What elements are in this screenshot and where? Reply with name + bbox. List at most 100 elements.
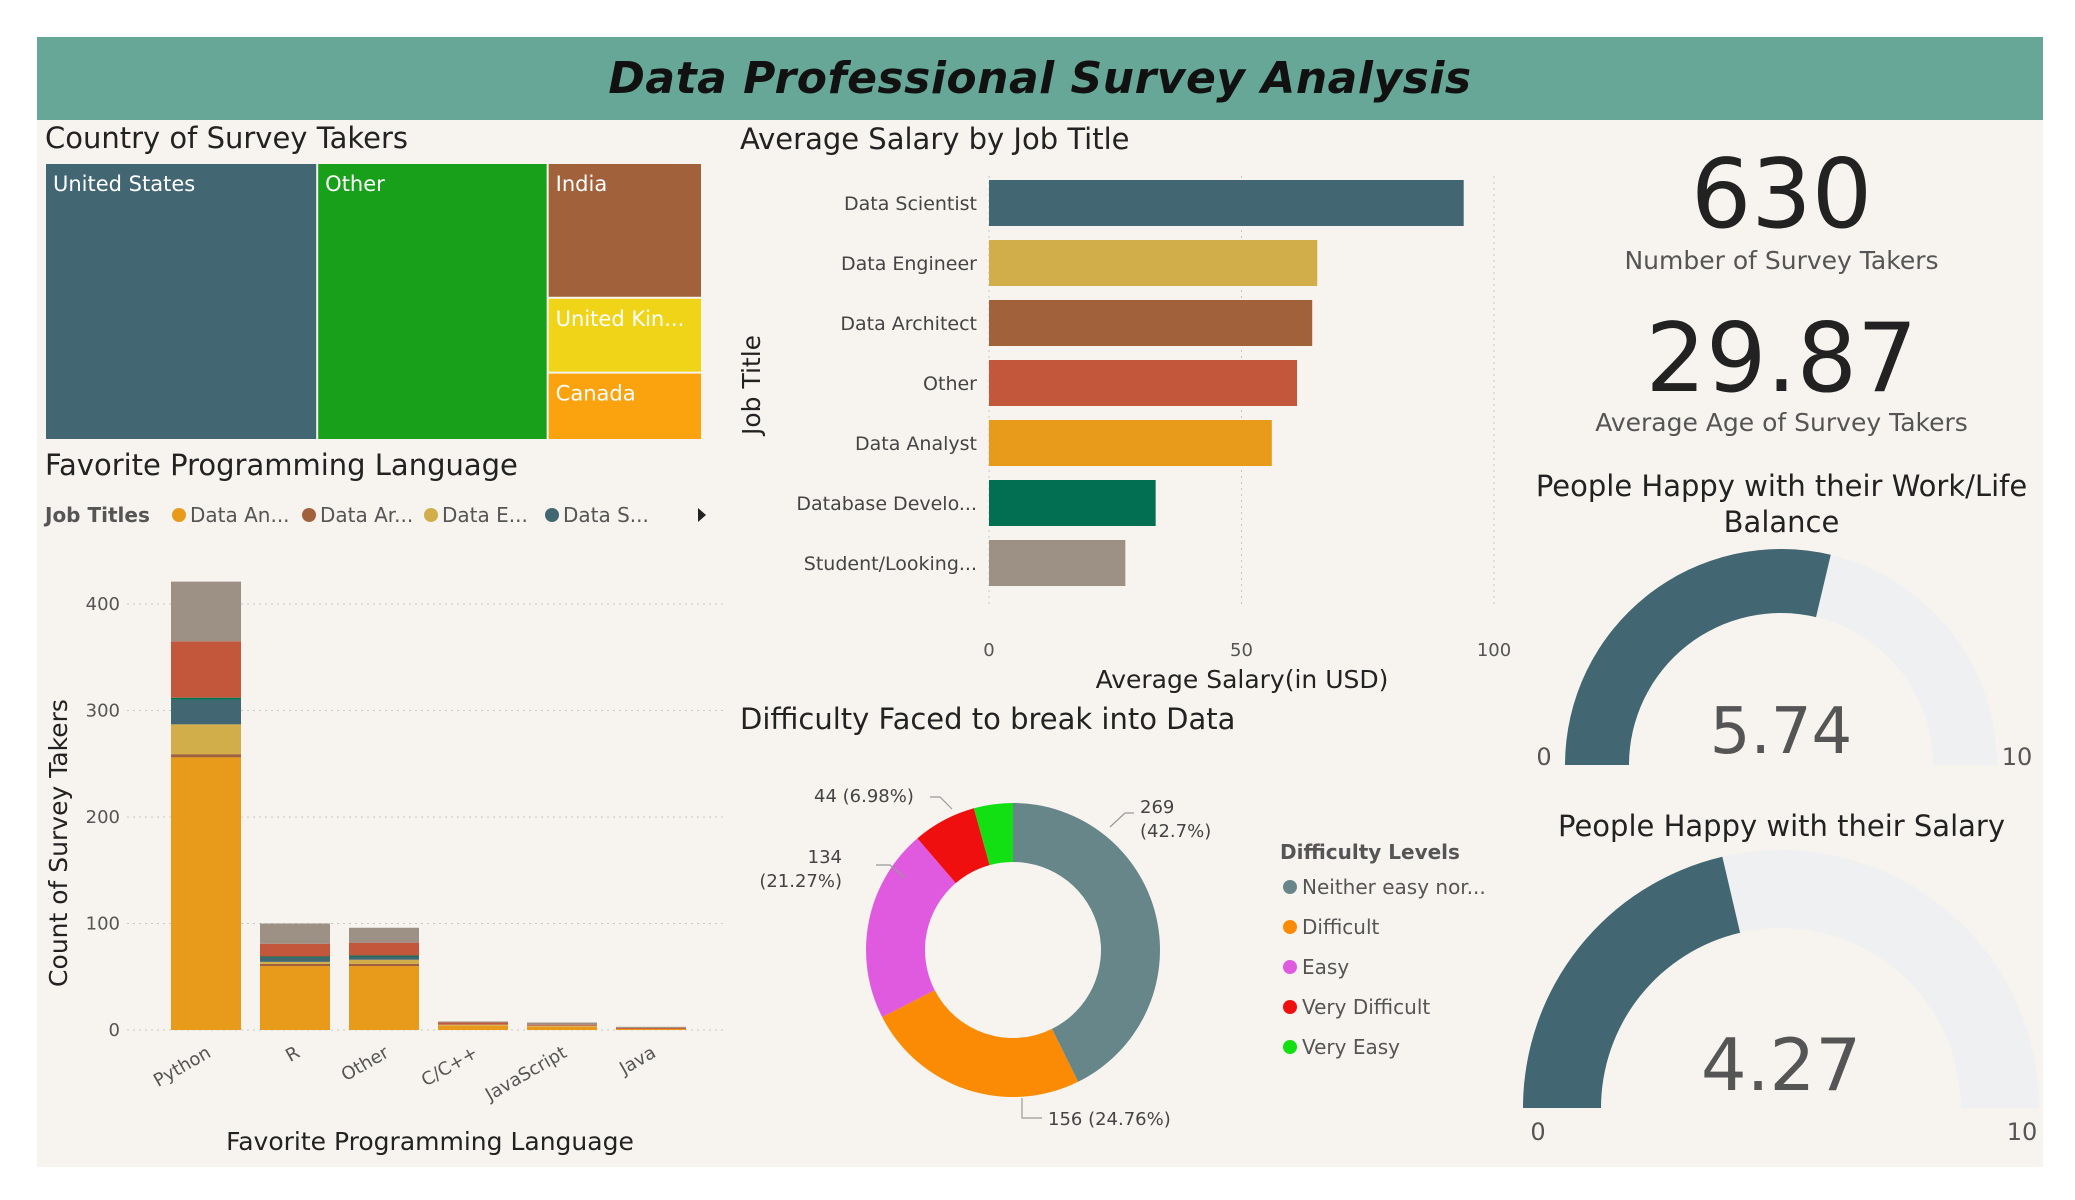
salary-gauge-min-label: 0 [1530, 1118, 1545, 1146]
donut-data-label: 156 (24.76%) [1048, 1109, 1171, 1130]
difficulty-legend-title: Difficulty Levels [1280, 840, 1460, 864]
salary-bar-data-analyst [989, 420, 1272, 466]
donut-data-label: 44 (6.98%) [814, 786, 914, 807]
language-legend-swatch-3 [424, 508, 438, 522]
donut-data-label: 269 [1140, 797, 1174, 818]
salary-x-tick: 100 [1477, 640, 1511, 661]
salary-category-label: Student/Looking... [804, 553, 977, 575]
kpi-survey-takers-label: Number of Survey Takers [1624, 246, 1939, 275]
language-bar-segment-other [349, 963, 419, 967]
language-x-tick: Python [150, 1042, 215, 1091]
language-bar-segment-javascript [527, 1025, 597, 1027]
language-bar-segment-other [349, 966, 419, 1030]
kpi-survey-takers-value: 630 [1690, 140, 1873, 250]
language-y-tick: 200 [86, 807, 120, 828]
language-bar-segment-python [171, 754, 241, 758]
language-x-tick: JavaScript [481, 1042, 571, 1106]
difficulty-legend-swatch-very-easy [1283, 1040, 1297, 1054]
salary-bar-other [989, 360, 1298, 406]
difficulty-legend-swatch-difficult [1283, 920, 1297, 934]
language-y-tick: 100 [86, 914, 120, 935]
language-x-tick: Java [615, 1042, 659, 1080]
language-bar-segment-python [171, 697, 241, 700]
worklife-gauge-min-label: 0 [1536, 743, 1551, 771]
donut-slice-neither-easy-nor [1013, 803, 1160, 1082]
salary-bar-data-architect [989, 300, 1313, 346]
language-bar-segment-java [616, 1028, 686, 1030]
language-bar-segment-javascript [527, 1024, 597, 1026]
difficulty-donut-chart: 269 (42.7%) 156 (24.76%) 134 (21.27%) 44 (6.9… [759, 786, 1485, 1130]
language-y-axis-label: Count of Survey Takers [44, 699, 73, 987]
language-bar-segment-python [171, 757, 241, 1030]
language-x-tick: C/C++ [418, 1042, 482, 1091]
salary-bar-chart: 0 50 100 Data Scientist Data Engineer Data Ar… [737, 176, 1511, 694]
salary-category-label: Database Develo... [796, 493, 977, 515]
donut-leader-line [1109, 812, 1134, 828]
language-legend-title: Job Titles [43, 503, 150, 527]
salary-x-tick: 0 [983, 640, 994, 661]
treemap-label-other: Other [325, 172, 385, 196]
salary-category-label: Data Scientist [844, 193, 977, 215]
language-legend-label-3: Data E... [442, 503, 528, 527]
language-bar-segment-c-c [438, 1024, 508, 1026]
language-bar-segment-other [349, 955, 419, 957]
legend-scroll-arrow-icon [698, 508, 706, 522]
language-bar-segment-r [260, 956, 330, 958]
treemap-tile-canada [548, 373, 701, 439]
language-bar-segment-other [349, 956, 419, 960]
treemap-label-united-kin: United Kin... [556, 307, 685, 331]
language-bar-segment-python [171, 724, 241, 755]
treemap-tile-united-kin [548, 298, 701, 372]
language-bar-segment-javascript [527, 1026, 597, 1030]
language-bar-segment-c-c [438, 1021, 508, 1023]
dashboard-title: Data Professional Survey Analysis [608, 53, 1472, 104]
language-stacked-bar-chart: Job Titles Data An... Data Ar... Data E... D… [43, 503, 727, 1156]
language-bar-segment-python [171, 581, 241, 642]
language-legend-swatch-1 [172, 508, 186, 522]
treemap-tile-other [318, 164, 547, 439]
difficulty-legend-swatch-easy [1283, 960, 1297, 974]
treemap-label-india: India [556, 172, 608, 196]
donut-slice-difficult [882, 990, 1079, 1097]
language-bar-segment-c-c [438, 1025, 508, 1030]
dashboard-header: Data Professional Survey Analysis [37, 37, 2043, 120]
salary-category-label: Data Engineer [841, 253, 977, 275]
language-legend-label-2: Data Ar... [320, 503, 413, 527]
salary-bar-data-scientist [989, 180, 1464, 226]
donut-data-label: (21.27%) [759, 871, 842, 892]
donut-data-label: (42.7%) [1140, 821, 1211, 842]
difficulty-legend-label-very-difficult: Very Difficult [1302, 995, 1430, 1019]
difficulty-legend-label-difficult: Difficult [1302, 915, 1380, 939]
language-bar-segment-javascript [527, 1022, 597, 1025]
language-bar-segment-python [171, 641, 241, 698]
country-treemap: United States Other India United Kin... Cana… [46, 164, 701, 439]
difficulty-legend-label-easy: Easy [1302, 955, 1349, 979]
difficulty-legend-label-very-easy: Very Easy [1302, 1035, 1400, 1059]
salary-x-tick: 50 [1230, 640, 1253, 661]
language-legend-label-1: Data An... [190, 503, 290, 527]
treemap-label-united-states: United States [53, 172, 195, 196]
kpi-average-age-label: Average Age of Survey Takers [1595, 408, 1968, 437]
language-legend-swatch-2 [302, 508, 316, 522]
worklife-gauge-max-label: 10 [2002, 743, 2033, 771]
language-chart-title: Favorite Programming Language [45, 448, 518, 482]
donut-slice-very-difficult [917, 808, 990, 884]
salary-category-label: Data Analyst [855, 433, 977, 455]
language-x-tick: R [282, 1042, 303, 1066]
donut-leader-line [1021, 1098, 1042, 1119]
donut-leader-line [930, 796, 953, 810]
donut-leader-line [876, 864, 906, 879]
salary-gauge: 4.27 0 10 [1523, 850, 2039, 1146]
language-bar-segment-other [349, 959, 419, 964]
language-bar-segment-other [349, 942, 419, 956]
language-y-tick: 0 [109, 1020, 120, 1041]
language-legend-swatch-4 [545, 508, 559, 522]
language-bar-segment-r [260, 966, 330, 1030]
language-bar-segment-c-c [438, 1022, 508, 1025]
salary-gauge-fill [1523, 856, 1741, 1108]
salary-gauge-max-label: 10 [2007, 1118, 2038, 1146]
difficulty-legend-swatch-very-difficult [1283, 1000, 1297, 1014]
treemap-title: Country of Survey Takers [45, 121, 409, 155]
language-y-tick: 300 [86, 701, 120, 722]
language-bar-segment-java [616, 1026, 686, 1028]
